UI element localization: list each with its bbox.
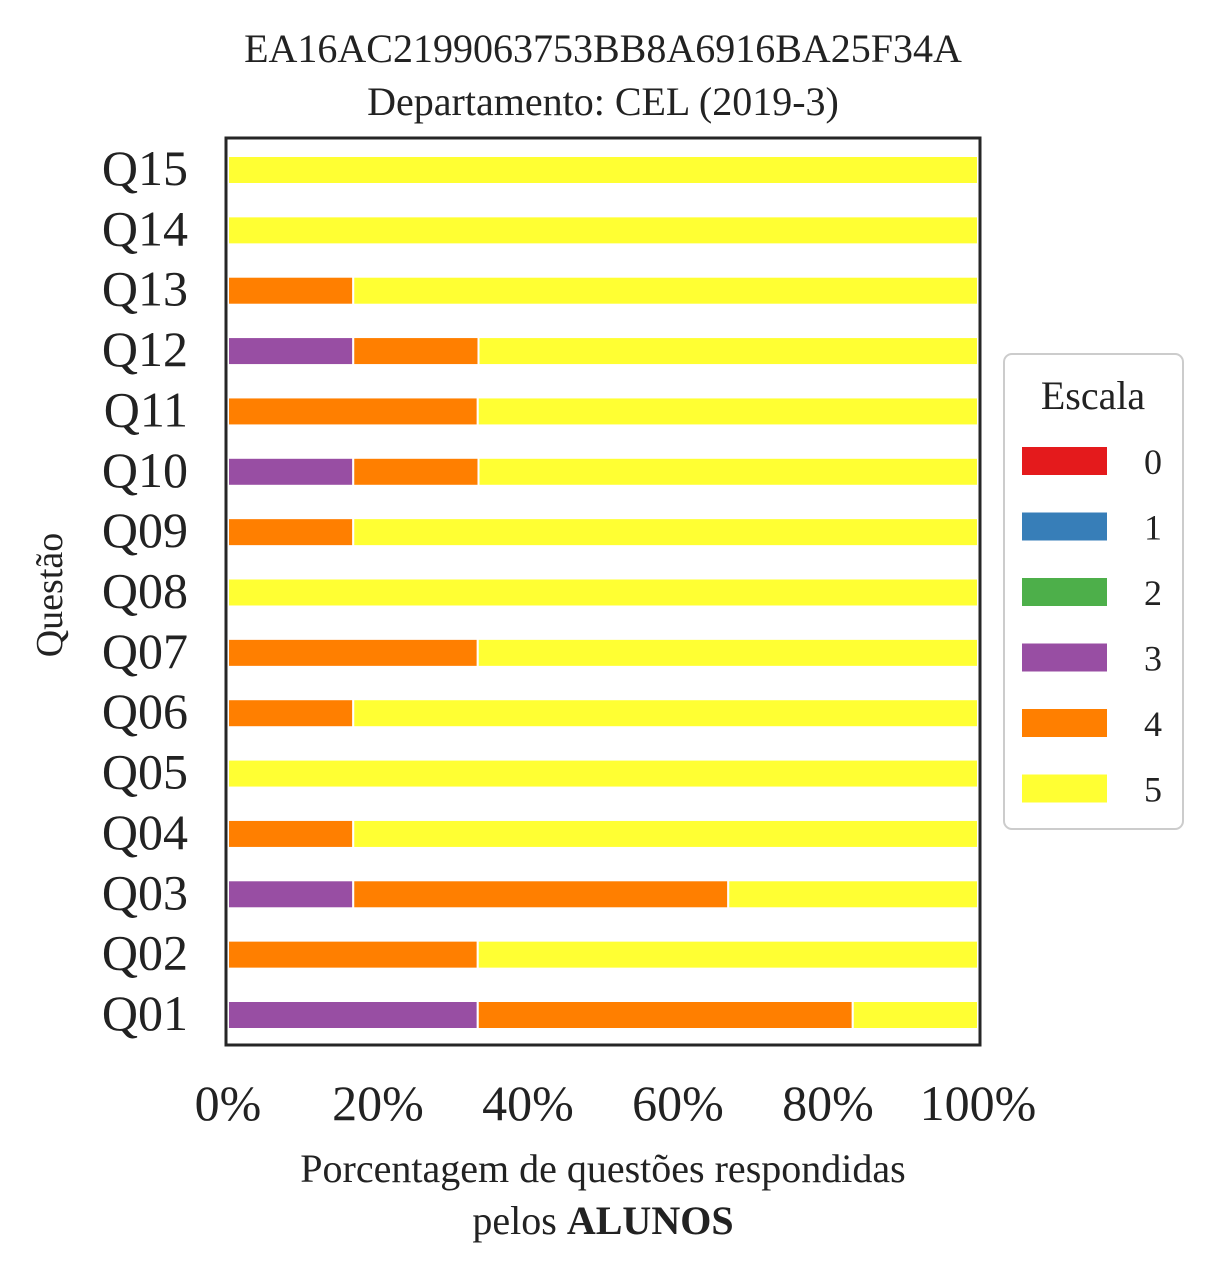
bar-q15-scale-5 bbox=[227, 155, 979, 185]
bar-q02-scale-5 bbox=[476, 939, 979, 970]
y-tick-label-q14: Q14 bbox=[102, 200, 188, 256]
y-tick-label-q13: Q13 bbox=[102, 261, 188, 317]
bar-q07-scale-4 bbox=[227, 637, 479, 668]
bar-q08-scale-5 bbox=[227, 577, 979, 608]
legend-items: 0 1 2 3 4 5 bbox=[1022, 442, 1162, 810]
legend-swatch-3 bbox=[1022, 643, 1107, 672]
y-axis-label: Questão bbox=[29, 533, 71, 658]
x-axis-label-line2: pelos ALUNOS bbox=[472, 1198, 733, 1243]
bar-q03-scale-5 bbox=[727, 879, 979, 910]
x-tick-label-0: 0% bbox=[195, 1075, 262, 1131]
y-tick-label-q09: Q09 bbox=[102, 502, 188, 558]
bar-q10-scale-5 bbox=[477, 456, 979, 487]
bar-q01-scale-5 bbox=[851, 1000, 979, 1030]
x-tick-label-2: 40% bbox=[482, 1075, 574, 1131]
legend-title: Escala bbox=[1041, 373, 1146, 418]
bar-q05-scale-5 bbox=[227, 758, 979, 789]
plot-frame bbox=[224, 136, 982, 1047]
y-tick-label-q08: Q08 bbox=[102, 563, 188, 619]
y-tick-label-q07: Q07 bbox=[102, 623, 188, 679]
x-tick-label-3: 60% bbox=[632, 1075, 724, 1131]
bar-q04-scale-5 bbox=[352, 818, 979, 849]
bar-q10-scale-3 bbox=[227, 456, 355, 487]
legend-label-1: 1 bbox=[1144, 508, 1162, 548]
y-tick-label-q02: Q02 bbox=[102, 925, 188, 981]
x-tick-label-4: 80% bbox=[782, 1075, 874, 1131]
legend-label-3: 3 bbox=[1144, 639, 1162, 679]
x-axis-label-prefix: pelos bbox=[472, 1198, 566, 1243]
chart-subtitle: Departamento: CEL (2019-3) bbox=[367, 79, 839, 124]
x-tick-label-1: 20% bbox=[332, 1075, 424, 1131]
bar-q04-scale-4 bbox=[227, 818, 355, 849]
legend-swatch-5 bbox=[1022, 774, 1107, 803]
bar-q03-scale-3 bbox=[227, 879, 355, 910]
legend-label-4: 4 bbox=[1144, 704, 1162, 744]
y-tick-labels: Q01Q02Q03Q04Q05Q06Q07Q08Q09Q10Q11Q12Q13Q… bbox=[102, 140, 188, 1041]
bar-q06-scale-5 bbox=[352, 698, 979, 729]
bar-q12-scale-3 bbox=[227, 336, 355, 367]
legend-label-5: 5 bbox=[1144, 770, 1162, 810]
bar-q11-scale-4 bbox=[227, 396, 479, 427]
bars-layer bbox=[227, 155, 979, 1030]
bar-q07-scale-5 bbox=[476, 637, 979, 668]
bar-q01-scale-4 bbox=[476, 1000, 854, 1030]
legend-label-0: 0 bbox=[1144, 442, 1162, 482]
bar-q01-scale-3 bbox=[227, 1000, 479, 1030]
x-axis-label-bold: ALUNOS bbox=[567, 1198, 734, 1243]
legend: Escala 0 1 2 3 4 5 bbox=[1003, 353, 1184, 830]
y-tick-label-q10: Q10 bbox=[102, 442, 188, 498]
y-tick-label-q12: Q12 bbox=[102, 321, 188, 377]
bar-q09-scale-4 bbox=[227, 517, 355, 548]
y-tick-label-q04: Q04 bbox=[102, 804, 188, 860]
chart-title: EA16AC2199063753BB8A6916BA25F34A bbox=[244, 26, 962, 71]
x-tick-label-5: 100% bbox=[920, 1075, 1037, 1131]
y-tick-label-q11: Q11 bbox=[104, 381, 188, 437]
legend-swatch-1 bbox=[1022, 512, 1107, 541]
legend-swatch-4 bbox=[1022, 709, 1107, 737]
bar-q10-scale-4 bbox=[352, 456, 480, 487]
bar-q02-scale-4 bbox=[227, 939, 479, 970]
legend-swatch-0 bbox=[1022, 447, 1107, 475]
bar-q11-scale-5 bbox=[476, 396, 979, 427]
x-axis-label-line1: Porcentagem de questões respondidas bbox=[300, 1146, 905, 1191]
bar-q09-scale-5 bbox=[352, 517, 979, 548]
bar-q13-scale-4 bbox=[227, 275, 355, 306]
bar-q12-scale-5 bbox=[477, 336, 979, 367]
bar-q12-scale-4 bbox=[352, 336, 480, 367]
bar-q14-scale-5 bbox=[227, 215, 979, 246]
legend-swatch-2 bbox=[1022, 578, 1107, 606]
bar-q06-scale-4 bbox=[227, 698, 355, 729]
bar-q13-scale-5 bbox=[352, 275, 979, 306]
y-tick-label-q06: Q06 bbox=[102, 683, 188, 739]
y-tick-label-q01: Q01 bbox=[102, 985, 188, 1041]
y-tick-label-q15: Q15 bbox=[102, 140, 188, 196]
y-tick-label-q05: Q05 bbox=[102, 744, 188, 800]
bar-q03-scale-4 bbox=[352, 879, 730, 910]
y-tick-label-q03: Q03 bbox=[102, 864, 188, 920]
x-tick-labels: 0% 20% 40% 60% 80% 100% bbox=[195, 1075, 1037, 1131]
legend-label-2: 2 bbox=[1144, 573, 1162, 613]
